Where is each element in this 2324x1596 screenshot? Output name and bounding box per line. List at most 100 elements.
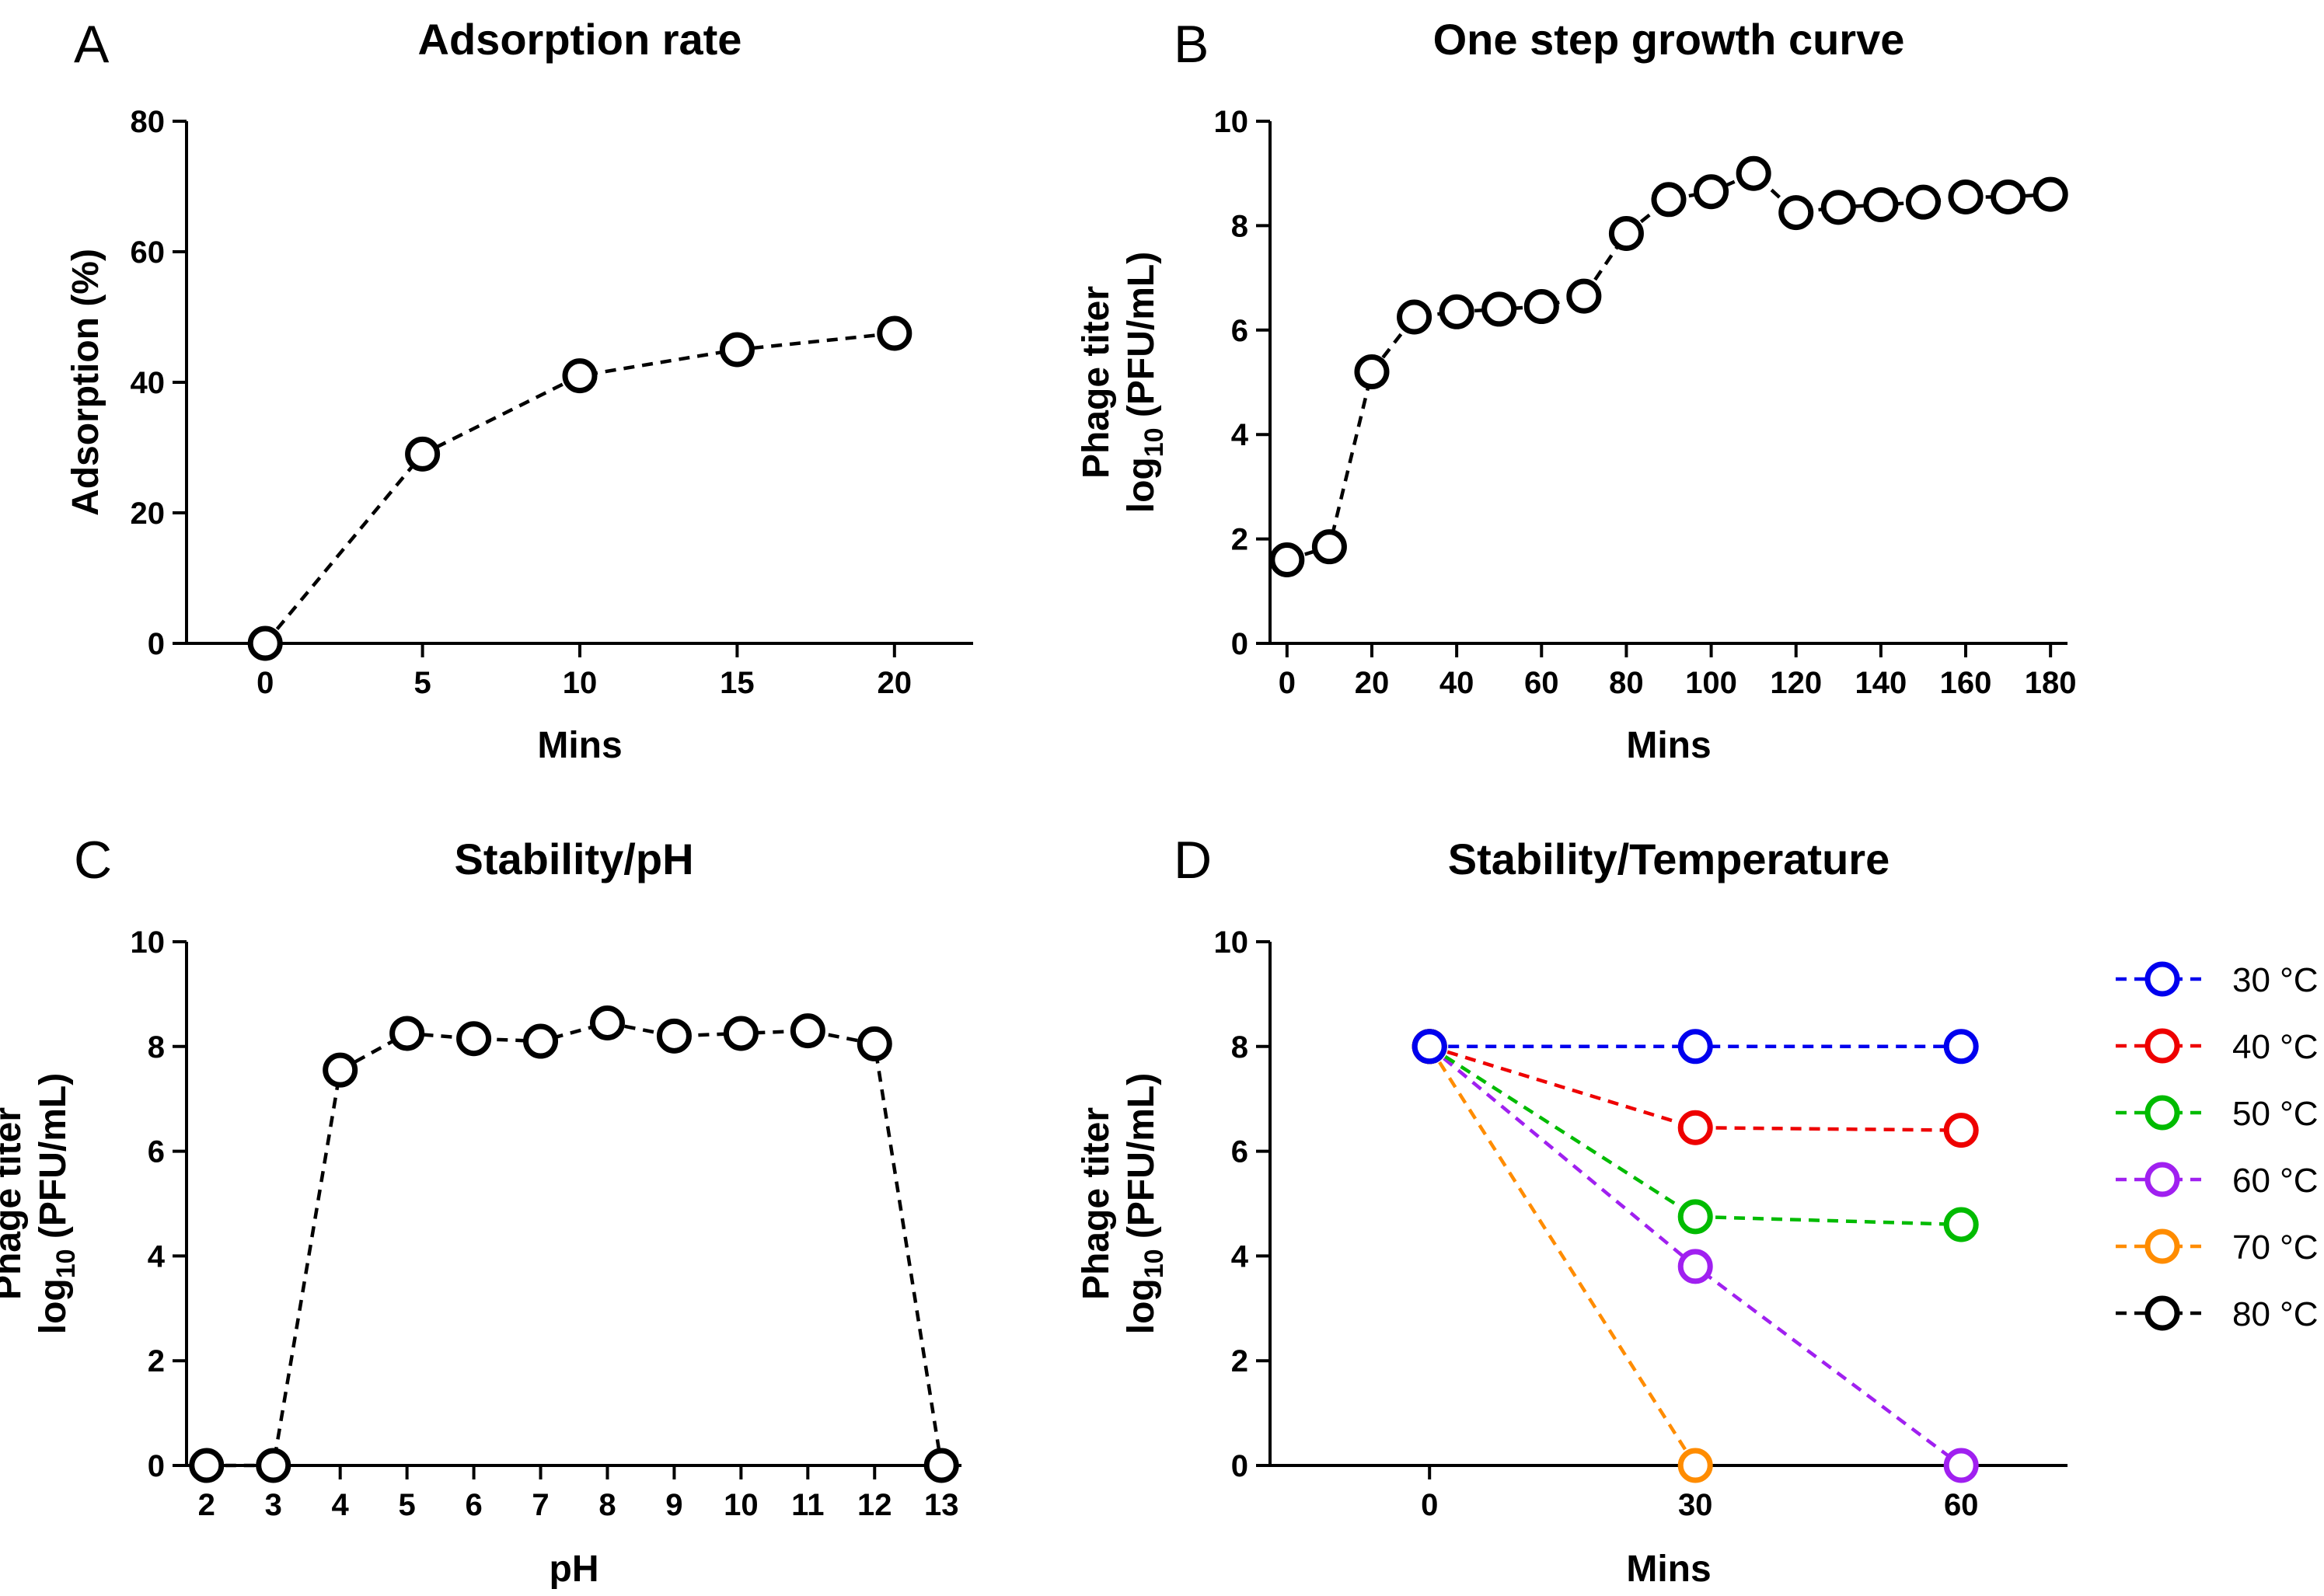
x-tick-label: 30 — [1678, 1488, 1713, 1522]
x-tick-label: 140 — [1855, 666, 1907, 700]
x-tick-label: 0 — [1421, 1488, 1438, 1522]
legend: 30 °C 40 °C 50 °C 60 °C 70 °C 80 °C — [2116, 961, 2319, 1333]
x-axis-label: pH — [550, 1549, 599, 1590]
data-point — [656, 1018, 692, 1054]
data-point — [790, 1013, 825, 1049]
data-point — [1677, 1029, 1713, 1065]
legend-label: 40 °C — [2232, 1028, 2319, 1066]
x-tick-label: 10 — [724, 1488, 759, 1522]
y-tick-label: 10 — [1214, 105, 1249, 139]
x-tick-label: 7 — [532, 1488, 549, 1522]
data-point — [1311, 529, 1347, 565]
data-point — [877, 315, 913, 351]
data-point — [456, 1021, 492, 1057]
x-tick-label: 2 — [198, 1488, 215, 1522]
y-tick-label: 8 — [148, 1030, 165, 1065]
y-tick-label: 2 — [1231, 523, 1248, 557]
legend-marker — [2144, 1295, 2180, 1331]
data-point — [1651, 182, 1687, 218]
y-axis-label: Phage titer — [0, 1107, 29, 1300]
data-point — [1943, 1029, 1979, 1065]
data-point — [1481, 291, 1517, 327]
y-tick-label: 8 — [1231, 209, 1248, 243]
x-tick-label: 8 — [598, 1488, 616, 1522]
data-point — [1677, 1448, 1713, 1483]
x-tick-label: 40 — [1439, 666, 1474, 700]
data-point — [1397, 299, 1432, 335]
x-tick-label: 15 — [720, 666, 755, 700]
data-point — [1905, 184, 1941, 220]
data-point — [589, 1005, 625, 1040]
y-tick-label: 80 — [131, 105, 166, 139]
data-point — [247, 626, 283, 661]
y-tick-label: 0 — [1231, 1449, 1248, 1483]
y-tick-label: 0 — [148, 1449, 165, 1483]
data-point — [1411, 1029, 1447, 1065]
data-point — [923, 1448, 959, 1483]
data-point — [1943, 1113, 1979, 1148]
data-point — [1608, 215, 1644, 251]
legend-marker — [2144, 1162, 2180, 1197]
y-tick-label: 40 — [131, 366, 166, 400]
y-tick-label: 2 — [1231, 1344, 1248, 1378]
x-tick-label: 120 — [1770, 666, 1822, 700]
y-axis-label: log10 (PFU/mL) — [1121, 252, 1169, 513]
data-point — [389, 1016, 425, 1051]
x-tick-label: 20 — [1355, 666, 1390, 700]
y-tick-label: 8 — [1231, 1030, 1248, 1065]
y-axis-label: Adsorption (%) — [65, 249, 106, 516]
y-tick-label: 4 — [148, 1239, 166, 1274]
x-axis-label: Mins — [1626, 725, 1711, 766]
legend-label: 80 °C — [2232, 1295, 2319, 1333]
panel-letter: B — [1174, 15, 1209, 74]
legend-label: 50 °C — [2232, 1095, 2319, 1133]
x-tick-label: 4 — [332, 1488, 350, 1522]
data-point — [1948, 179, 1984, 214]
chart-title: Stability/Temperature — [1448, 835, 1890, 883]
legend-label: 60 °C — [2232, 1162, 2319, 1200]
data-point — [1863, 187, 1899, 223]
y-tick-label: 0 — [148, 627, 165, 661]
data-point — [1991, 179, 2026, 214]
x-tick-label: 0 — [256, 666, 274, 700]
x-tick-label: 180 — [2025, 666, 2077, 700]
legend-label: 70 °C — [2232, 1228, 2319, 1267]
y-tick-label: 4 — [1231, 1239, 1249, 1274]
data-point — [723, 1016, 759, 1051]
legend-marker — [2144, 1095, 2180, 1131]
legend-marker — [2144, 1228, 2180, 1264]
x-tick-label: 100 — [1685, 666, 1737, 700]
legend-marker — [2144, 1028, 2180, 1064]
y-tick-label: 2 — [148, 1344, 165, 1378]
y-tick-label: 4 — [1231, 418, 1249, 452]
series-line — [206, 1021, 944, 1468]
data-point — [1677, 1110, 1713, 1145]
data-point — [256, 1448, 291, 1483]
x-axis-label: Mins — [537, 725, 622, 766]
data-point — [857, 1026, 892, 1061]
data-point — [1820, 190, 1856, 225]
y-tick-label: 20 — [131, 497, 166, 531]
x-tick-label: 5 — [399, 1488, 416, 1522]
series-line — [1428, 1044, 1962, 1227]
panel-letter: C — [74, 831, 112, 890]
y-axis-label: log10 (PFU/mL) — [33, 1073, 81, 1334]
x-tick-label: 60 — [1944, 1488, 1979, 1522]
data-point — [1269, 542, 1305, 577]
y-tick-label: 6 — [1231, 314, 1248, 348]
data-point — [719, 332, 755, 368]
data-point — [189, 1448, 225, 1483]
data-point — [1778, 195, 1814, 231]
x-tick-label: 0 — [1279, 666, 1296, 700]
panel-letter: A — [74, 15, 110, 74]
x-axis-label: Mins — [1626, 1549, 1711, 1590]
data-point — [1694, 174, 1729, 210]
data-point — [2033, 176, 2068, 212]
x-tick-label: 9 — [665, 1488, 682, 1522]
y-axis-label: log10 (PFU/mL) — [1121, 1073, 1169, 1334]
legend-marker — [2144, 961, 2180, 997]
y-tick-label: 6 — [148, 1135, 165, 1169]
y-tick-label: 60 — [131, 235, 166, 270]
